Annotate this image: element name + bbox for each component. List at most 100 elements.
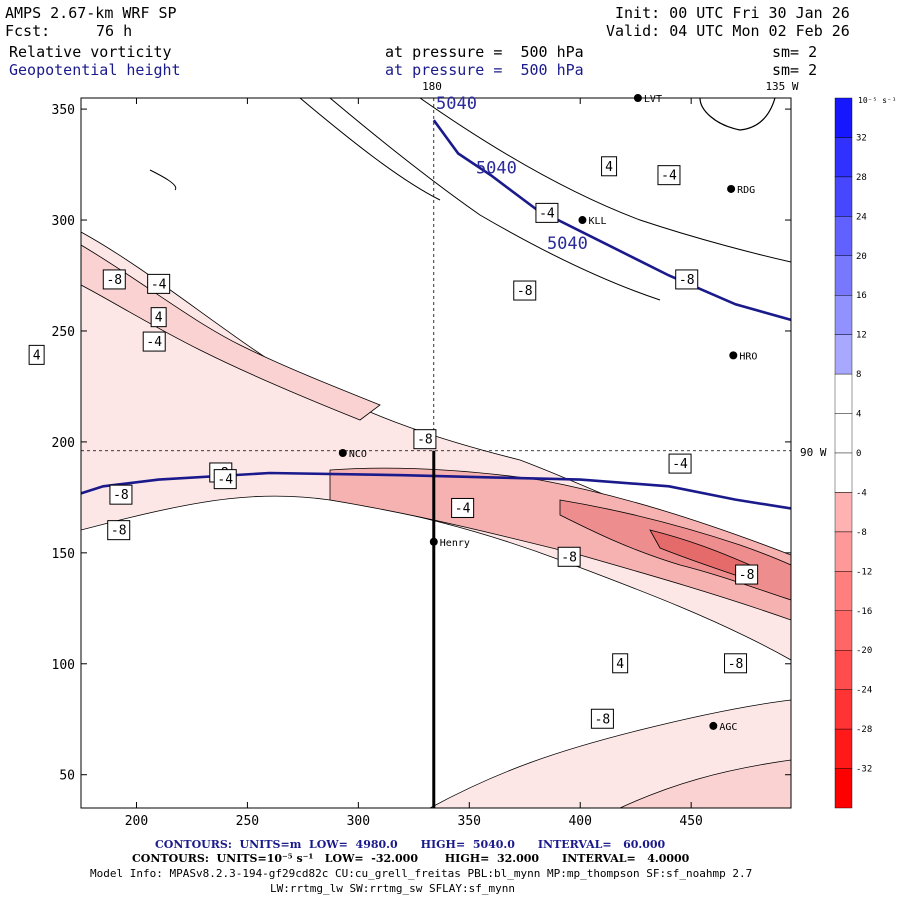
axis-ticks: 200 250 300 350 400 450 50 100 150 200 250 300 350 xyxy=(52,98,791,829)
field-vorticity-level: at pressure = 500 hPa xyxy=(385,43,584,61)
vorticity-contour-label: -4 xyxy=(142,331,166,352)
colorbar-segment xyxy=(834,452,853,493)
svg-text:4: 4 xyxy=(33,348,41,363)
colorbar-segment xyxy=(834,413,853,454)
colorbar-segment xyxy=(834,176,853,217)
y-tick-label: 250 xyxy=(52,325,75,340)
colorbar-tick-label: -28 xyxy=(856,725,872,735)
colorbar-segment xyxy=(834,492,853,533)
svg-text:4: 4 xyxy=(616,657,624,672)
footer-model-info: Model Info: MPASv8.2.3-194-gf29cd82c CU:… xyxy=(90,867,753,880)
x-tick-label: 450 xyxy=(679,814,702,829)
svg-text:-8: -8 xyxy=(728,657,744,672)
colorbar-segment xyxy=(834,610,853,651)
station-label: Henry xyxy=(440,538,470,549)
svg-text:-8: -8 xyxy=(517,284,533,299)
x-tick-label: 350 xyxy=(458,814,481,829)
vorticity-contour-label: -8 xyxy=(413,429,437,450)
vorticity-contour-positive-1 xyxy=(329,98,661,301)
vorticity-contour-label: 4 xyxy=(150,307,167,328)
forecast-hours: 76 h xyxy=(96,22,133,40)
svg-text:-4: -4 xyxy=(151,277,167,292)
svg-text:-4: -4 xyxy=(672,457,688,472)
colorbar-tick-label: -8 xyxy=(856,528,867,538)
colorbar-segment xyxy=(834,531,853,572)
x-tick-label: 200 xyxy=(125,814,148,829)
vorticity-contour-label: -8 xyxy=(513,280,537,301)
vorticity-contour-label: 4 xyxy=(28,344,45,365)
footer-model-info-2: LW:rrtmg_lw SW:rrtmg_sw SFLAY:sf_mynn xyxy=(270,882,516,895)
vorticity-contour-positive-2 xyxy=(299,98,441,201)
vorticity-shading xyxy=(81,98,791,808)
colorbar-tick-label: -20 xyxy=(856,646,872,656)
station-label: LVT xyxy=(644,94,662,105)
vorticity-contour-label: -8 xyxy=(724,653,748,674)
colorbar-segment xyxy=(834,571,853,611)
colorbar-tick-label: -16 xyxy=(856,607,872,617)
colorbar-segment xyxy=(834,334,853,375)
station-label: HRO xyxy=(739,351,757,362)
svg-text:-8: -8 xyxy=(113,488,129,503)
svg-text:-8: -8 xyxy=(595,712,611,727)
vorticity-contour-label: -4 xyxy=(451,497,475,518)
colorbar-tick-label: 24 xyxy=(856,212,867,222)
station-dot xyxy=(633,94,642,102)
vorticity-band-upper xyxy=(81,244,381,421)
colorbar-tick-label: 16 xyxy=(856,291,867,301)
meridian-135w-label: 135 W xyxy=(765,80,798,93)
station-dot xyxy=(709,721,718,730)
svg-text:-8: -8 xyxy=(111,524,127,539)
vorticity-contour-label: -4 xyxy=(147,273,171,294)
colorbar-segment xyxy=(834,768,853,809)
y-tick-label: 50 xyxy=(59,769,75,784)
vorticity-contour-label: -8 xyxy=(107,520,131,541)
svg-text:-4: -4 xyxy=(455,501,471,516)
meridian-90w-label: 90 W xyxy=(800,446,827,459)
meridian-180-label: 180 xyxy=(422,80,442,93)
svg-text:-8: -8 xyxy=(106,273,122,288)
field-geopotential-level: at pressure = 500 hPa xyxy=(385,61,584,79)
station-label: NCO xyxy=(349,449,367,460)
y-tick-label: 200 xyxy=(52,436,75,451)
x-tick-label: 250 xyxy=(236,814,259,829)
footer-vorticity-contours: CONTOURS: UNITS=10⁻⁵ s⁻¹ LOW= -32.000 HI… xyxy=(132,852,690,865)
colorbar-tick-label: -24 xyxy=(856,686,872,696)
height-contour-label: 5040 xyxy=(547,234,588,254)
svg-text:-4: -4 xyxy=(661,169,677,184)
station-label: AGC xyxy=(719,722,737,733)
svg-text:-8: -8 xyxy=(417,433,433,448)
colorbar-tick-label: 8 xyxy=(856,370,861,380)
y-tick-label: 150 xyxy=(52,547,75,562)
vorticity-contour-label: 4 xyxy=(601,156,618,177)
vorticity-labels: -8-44-8-4-8-8-44-8-4-8-8-44-8-4-8-8-44-8 xyxy=(28,156,759,729)
colorbar-segment xyxy=(834,373,853,414)
valid-time: Valid: 04 UTC Mon 02 Feb 26 xyxy=(606,22,850,40)
init-time: Init: 00 UTC Fri 30 Jan 26 xyxy=(615,4,850,22)
svg-text:-8: -8 xyxy=(739,568,755,583)
vorticity-contour-label: -8 xyxy=(109,484,133,505)
colorbar-segment xyxy=(834,728,853,769)
height-contour-label: 5040 xyxy=(436,94,477,114)
svg-text:-8: -8 xyxy=(679,273,695,288)
station-label: KLL xyxy=(588,216,606,227)
svg-text:4: 4 xyxy=(155,311,163,326)
vorticity-band-medium xyxy=(329,467,791,621)
svg-text:4: 4 xyxy=(605,160,613,175)
vorticity-contour-label: -8 xyxy=(675,269,699,290)
vorticity-contour-label: -4 xyxy=(657,165,681,186)
colorbar-segment xyxy=(834,137,853,178)
vorticity-contour-label: -8 xyxy=(735,564,759,585)
station-markers: LVT RDG KLL HRO NCO Henry AGC xyxy=(338,94,757,733)
colorbar-segment xyxy=(834,255,853,296)
coastline xyxy=(699,98,776,131)
height-labels: 5040 5040 5040 xyxy=(436,94,588,254)
vorticity-contour-label: -8 xyxy=(590,708,614,729)
height-contour-label: 5040 xyxy=(476,158,517,178)
colorbar-tick-label: 0 xyxy=(856,449,861,459)
station-dot xyxy=(429,537,438,546)
colorbar-segment xyxy=(834,650,853,690)
field-vorticity: Relative vorticity xyxy=(9,43,172,61)
field-geopotential-smooth: sm= 2 xyxy=(772,61,818,79)
y-tick-label: 100 xyxy=(52,658,75,673)
station-label: RDG xyxy=(737,185,755,196)
